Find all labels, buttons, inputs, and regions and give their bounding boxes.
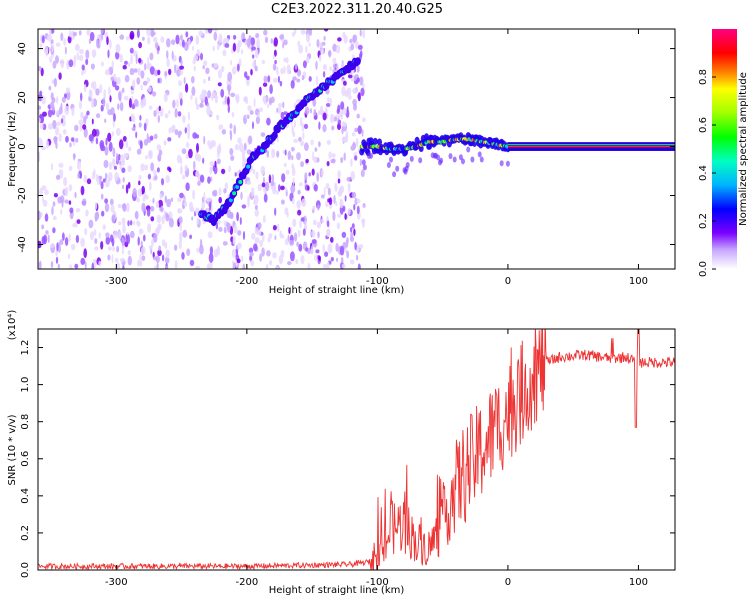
colorbar-tick-label: 0.4 <box>698 165 709 181</box>
bottom-x-tick-label: 0 <box>505 577 511 588</box>
bottom-y-tick-label: 1.2 <box>20 340 31 356</box>
colorbar-tick-label: 0.6 <box>698 117 709 133</box>
bottom-y-tick-label: 0.6 <box>20 451 31 467</box>
snr-plot <box>38 329 675 570</box>
chirp-track <box>198 57 361 227</box>
top-y-tick-label: -40 <box>17 236 28 252</box>
colorbar-tick-label: 0.0 <box>698 261 709 277</box>
carrier-track <box>359 132 511 178</box>
top-x-tick-label: 100 <box>629 276 648 287</box>
top-y-tick-label: -20 <box>17 187 28 203</box>
spectrogram-plot <box>38 29 675 269</box>
bottom-y-axis-label: SNR (10 * v/v) <box>7 414 18 485</box>
colorbar-tick-label: 0.8 <box>698 69 709 85</box>
top-plot-frame <box>37 28 676 270</box>
chart-title: C2E3.2022.311.20.40.G25 <box>270 2 444 17</box>
bottom-plot-frame <box>37 328 676 571</box>
bottom-y-tick-label: 0.4 <box>20 488 31 504</box>
bottom-x-axis-label: Height of straight line (km) <box>269 585 405 596</box>
bottom-x-tick-label: 100 <box>629 577 648 588</box>
top-x-axis-label: Height of straight line (km) <box>269 285 405 296</box>
top-x-tick-label: -100 <box>366 276 389 287</box>
top-x-tick-label: -300 <box>105 276 128 287</box>
colorbar-label: Normalized spectral amplitude <box>738 72 749 226</box>
top-y-tick-label: 0 <box>17 143 28 149</box>
noise-field <box>38 29 366 269</box>
bottom-y-multiplier: (x10⁴) <box>7 310 18 341</box>
top-y-axis-label: Frequency (Hz) <box>7 111 18 187</box>
snr-series-line <box>38 329 675 570</box>
colorbar-tick-label: 0.2 <box>698 213 709 229</box>
bottom-y-tick-label: 1.0 <box>20 377 31 393</box>
top-y-tick-label: 20 <box>17 91 28 104</box>
bottom-y-tick-label: 0.0 <box>20 562 31 578</box>
bottom-x-tick-label: -300 <box>105 577 128 588</box>
top-x-tick-label: 0 <box>505 276 511 287</box>
bottom-y-tick-label: 0.8 <box>20 414 31 430</box>
top-x-tick-label: -200 <box>236 276 259 287</box>
bottom-x-tick-label: -100 <box>366 577 389 588</box>
top-y-tick-label: 40 <box>17 42 28 55</box>
bottom-x-tick-label: -200 <box>236 577 259 588</box>
colorbar <box>712 29 737 269</box>
bottom-y-tick-label: 0.2 <box>20 525 31 541</box>
